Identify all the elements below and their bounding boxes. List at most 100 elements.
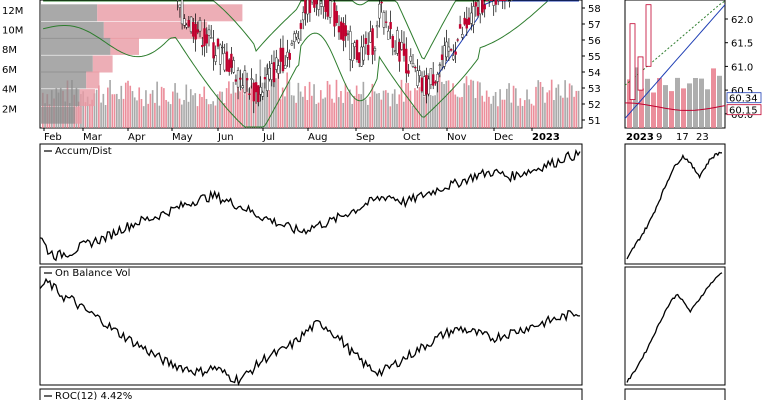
volume-bar xyxy=(169,104,172,128)
volume-profile-up xyxy=(40,55,93,73)
volume-bar xyxy=(568,83,571,128)
volume-profile-bars xyxy=(40,4,243,124)
candle-body xyxy=(508,0,511,2)
volume-bar xyxy=(449,90,452,128)
volume-bar xyxy=(232,81,235,128)
candle-body xyxy=(438,64,442,66)
volume-bar xyxy=(313,84,315,128)
volume-bar xyxy=(120,85,123,128)
candle-body xyxy=(335,10,338,24)
volume-bar xyxy=(420,86,423,128)
volume-bar xyxy=(483,101,486,128)
zoom-roc-frame xyxy=(624,388,726,400)
volume-tick-label: 4M xyxy=(2,85,17,96)
volume-bar xyxy=(407,82,410,128)
candle-body xyxy=(440,54,444,61)
volume-bar xyxy=(172,91,174,128)
volume-bar xyxy=(432,95,434,128)
zoom-price-tick-label: 60.5 xyxy=(731,86,753,97)
volume-bar xyxy=(501,99,504,128)
volume-bar xyxy=(546,92,549,128)
volume-bar xyxy=(517,105,519,128)
volume-bar xyxy=(315,103,318,128)
candle-body xyxy=(369,31,372,43)
volume-bar xyxy=(275,78,277,128)
volume-bar xyxy=(398,94,401,128)
volume-bar xyxy=(530,103,533,128)
candle-body xyxy=(391,36,394,48)
volume-bar xyxy=(299,91,302,128)
volume-bar xyxy=(337,97,340,128)
candle-body xyxy=(212,42,215,59)
volume-bar xyxy=(539,82,542,128)
candle-body xyxy=(474,2,477,7)
volume-bar xyxy=(201,97,203,128)
candle-body xyxy=(328,0,332,18)
zoom-overlay-lines xyxy=(624,0,726,119)
candle-body xyxy=(416,70,419,86)
volume-bar xyxy=(297,82,300,128)
zoom-volume-bar xyxy=(699,78,704,128)
volume-bar xyxy=(537,80,540,128)
candle-body xyxy=(344,25,347,37)
volume-bar xyxy=(553,100,555,128)
volume-bar xyxy=(205,98,208,128)
volume-bar xyxy=(95,89,98,128)
volume-bar xyxy=(142,106,145,128)
candle-body xyxy=(472,6,475,25)
candle-body xyxy=(306,0,309,15)
volume-bar xyxy=(443,84,445,128)
candle-body xyxy=(349,31,352,60)
zoom-volume-bar xyxy=(657,78,662,128)
candle-body xyxy=(429,68,433,85)
candle-body xyxy=(315,0,318,5)
volume-tick-label: 2M xyxy=(2,104,17,115)
volume-bar xyxy=(326,80,329,128)
volume-bar xyxy=(503,99,506,128)
volume-bar xyxy=(207,104,210,128)
month-label: Nov xyxy=(447,132,467,143)
volume-bar xyxy=(541,86,544,128)
volume-bar xyxy=(98,85,100,128)
candle-body xyxy=(205,34,209,44)
volume-bar xyxy=(277,68,280,128)
zoom-date-axis: 2023 9 17 23 xyxy=(626,132,709,143)
obv-frame xyxy=(39,266,583,386)
zoom-date-label: 2023 xyxy=(626,132,654,143)
volume-bar xyxy=(234,92,237,128)
volume-bar xyxy=(340,91,342,128)
volume-axis: 12M 10M 8M 6M 4M 2M xyxy=(2,6,23,116)
volume-bar xyxy=(290,95,293,128)
volume-tick-label: 6M xyxy=(2,65,17,76)
candle-body xyxy=(423,76,426,96)
accum-dist-frame xyxy=(39,143,583,265)
price-tick-label: 54 xyxy=(588,68,601,79)
zoom-volume-bar xyxy=(639,88,644,128)
volume-bar xyxy=(559,95,562,128)
volume-profile-down xyxy=(86,71,100,89)
volume-bar xyxy=(371,83,374,128)
volume-bar xyxy=(230,93,232,128)
candle-body xyxy=(272,62,276,83)
candle-body xyxy=(319,3,323,7)
volume-bar xyxy=(86,96,89,128)
candle-body xyxy=(340,21,343,40)
volume-profile-down xyxy=(103,21,208,39)
candle-body xyxy=(277,65,280,74)
zoom-volume-bar xyxy=(687,83,692,128)
volume-bar xyxy=(402,101,405,128)
volume-profile-up xyxy=(40,106,76,124)
volume-bar xyxy=(479,82,481,128)
volume-bar xyxy=(474,98,477,128)
volume-bar xyxy=(243,94,246,128)
volume-tick-label: 8M xyxy=(2,45,17,56)
accum-dist-line xyxy=(39,148,581,262)
volume-bar xyxy=(281,87,284,128)
volume-profile-down xyxy=(75,106,82,124)
volume-bar xyxy=(577,90,580,128)
volume-bar xyxy=(434,95,436,128)
volume-bar xyxy=(497,106,499,128)
candle-body xyxy=(189,16,193,32)
candle-body xyxy=(223,53,226,71)
volume-bar xyxy=(174,83,176,128)
